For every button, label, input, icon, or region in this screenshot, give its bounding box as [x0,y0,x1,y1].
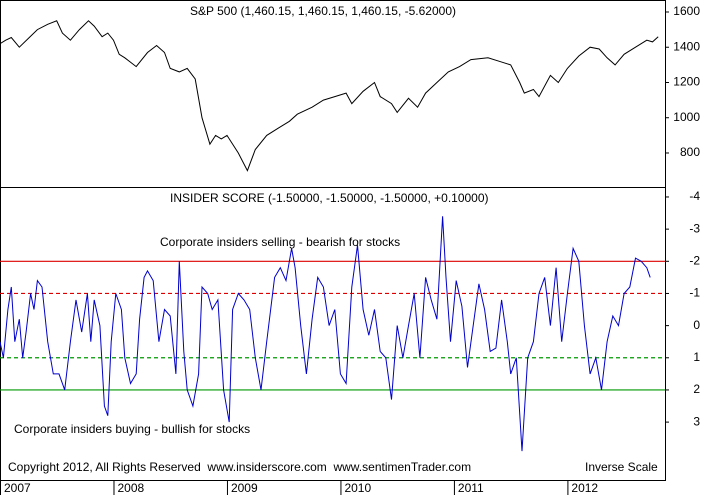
annotation: Corporate insiders buying - bullish for … [14,422,250,436]
y-tick-label: -2 [689,253,700,267]
data-line [0,216,651,452]
y-tick-label: -1 [689,286,700,300]
y-tick-label: 1000 [673,110,700,124]
panel-frame [0,187,666,481]
y-tick-label: 0 [693,318,700,332]
y-tick-label: 1200 [673,75,700,89]
y-tick-label: 1400 [673,39,700,53]
y-tick-label: 2 [693,382,700,396]
y-tick-label: 1600 [673,4,700,18]
x-tick-label: 2011 [458,481,484,495]
x-tick-label: 2012 [571,481,598,495]
panel-title: INSIDER SCORE (-1.50000, -1.50000, -1.50… [170,191,489,205]
x-tick-label: 2007 [4,481,31,495]
scale-note: Inverse Scale [585,460,658,474]
y-tick-label: 3 [693,414,700,428]
y-tick-label: 800 [680,145,700,159]
annotation: Corporate insiders selling - bearish for… [160,235,400,249]
data-line [0,20,659,172]
y-tick-label: -3 [689,221,700,235]
y-tick-label: -4 [689,189,700,203]
x-tick-label: 2010 [344,481,371,495]
footer: Copyright 2012, All Rights Reserved www.… [8,460,471,474]
x-tick-label: 2009 [231,481,258,495]
y-tick-label: 1 [693,350,700,364]
panel-title: S&P 500 (1,460.15, 1,460.15, 1,460.15, -… [190,4,456,18]
x-tick-label: 2008 [117,481,144,495]
